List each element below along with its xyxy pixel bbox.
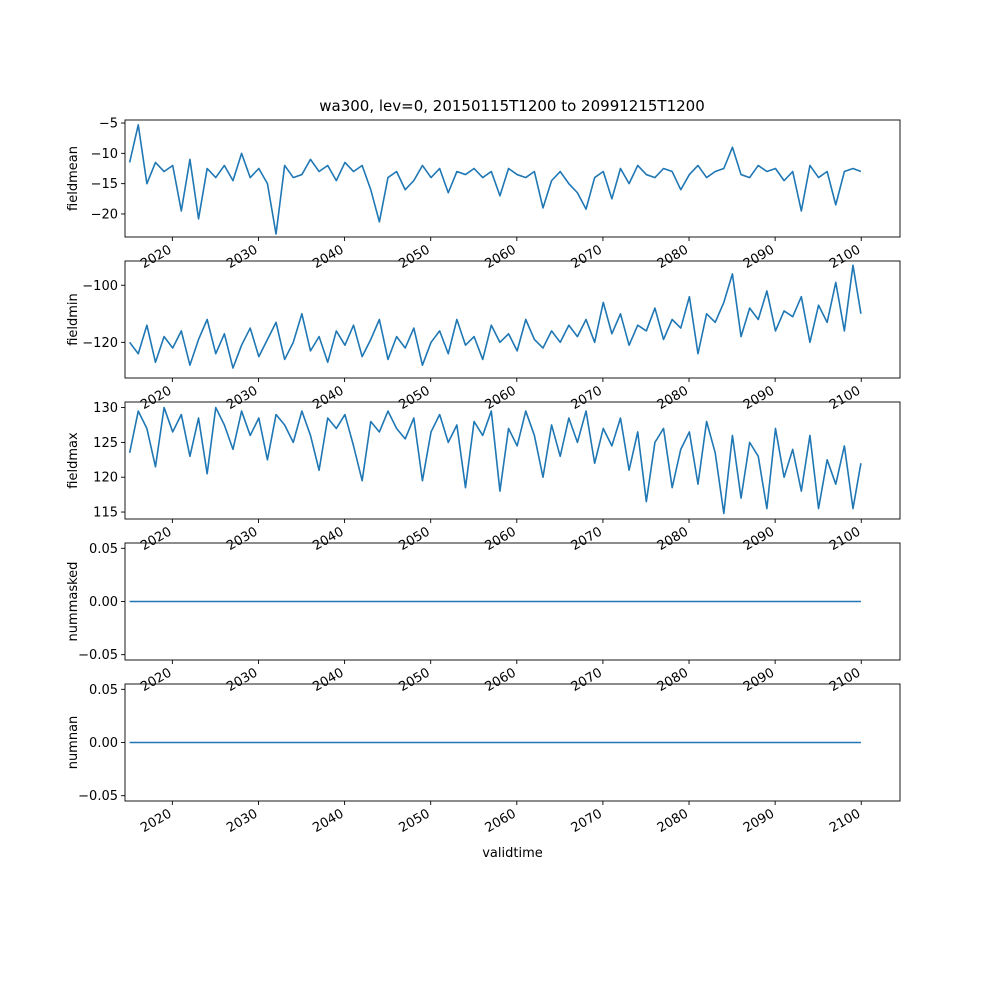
x-tick-label: 2100 [827,665,863,695]
subplot-fieldmax: 115 120 125 130 2020 2030 2040 2050 2060 2070 2080… [66,401,901,554]
x-tick-label: 2070 [569,665,605,695]
x-tick-label: 2060 [483,524,519,554]
series-line-fieldmax [128,406,862,515]
x-tick-label: 2090 [741,665,777,695]
y-tick-label: 0.00 [89,736,118,751]
x-tick-label: 2020 [138,524,174,554]
x-tick-label: 2030 [224,665,260,695]
y-tick-label: −0.05 [78,648,118,663]
x-tick-label: 2070 [569,524,605,554]
x-tick-label: 2100 [827,806,863,836]
subplot-nummasked: 0.05 0.00 −0.05 2020 2030 2040 2050 2060 2070 208… [66,542,901,695]
x-axis-label: validtime [482,846,543,861]
x-tick-label: 2100 [827,242,863,272]
x-tick-label: 2100 [827,383,863,413]
y-axis-label: fieldmin [66,293,81,346]
y-tick-label: −15 [91,177,118,192]
y-axis-label: fieldmax [66,432,81,489]
x-tick-label: 2050 [397,665,433,695]
axes-frame [124,260,901,379]
x-tick-label: 2080 [655,383,691,413]
y-tick-label: 0.00 [89,595,118,610]
x-tick-label: 2060 [483,383,519,413]
subplot-numnan: 0.05 0.00 −0.05 2020 2030 2040 2050 2060 2070 208… [66,683,901,861]
axes-frame [124,401,901,520]
subplots: −5 −10 −15 −20 2020 2030 2040 2050 2060 2070 2080 2… [66,117,901,861]
x-tick-label: 2020 [138,242,174,272]
x-tick-label: 2090 [741,383,777,413]
y-tick-label: −120 [82,336,118,351]
x-tick-label: 2030 [224,242,260,272]
x-tick-label: 2040 [310,806,346,836]
x-tick-label: 2040 [310,524,346,554]
y-tick-label: −0.05 [78,789,118,804]
y-tick-label: −10 [91,147,118,162]
figure-title: wa300, lev=0, 20150115T1200 to 20991215T… [319,97,705,115]
series-line-fieldmean [128,124,862,235]
y-tick-label: 0.05 [89,683,118,698]
x-tick-label: 2050 [397,242,433,272]
x-tick-label: 2020 [138,806,174,836]
y-tick-label: 125 [93,436,118,451]
y-axis-label: nummasked [66,562,81,642]
x-tick-label: 2060 [483,806,519,836]
y-tick-label: −5 [99,117,118,132]
x-tick-label: 2070 [569,806,605,836]
x-tick-label: 2050 [397,383,433,413]
x-tick-label: 2030 [224,806,260,836]
subplot-fieldmean: −5 −10 −15 −20 2020 2030 2040 2050 2060 2070 2080 2… [66,117,901,272]
x-tick-label: 2090 [741,242,777,272]
y-tick-label: 0.05 [89,542,118,557]
x-tick-label: 2030 [224,383,260,413]
x-tick-label: 2060 [483,665,519,695]
x-tick-label: 2070 [569,383,605,413]
x-tick-label: 2050 [397,806,433,836]
x-tick-label: 2080 [655,806,691,836]
series-line-fieldmin [129,264,862,369]
x-tick-label: 2040 [310,242,346,272]
x-tick-label: 2030 [224,524,260,554]
y-tick-label: 130 [93,401,118,416]
x-tick-label: 2060 [483,242,519,272]
y-tick-label: 115 [93,506,118,521]
x-tick-label: 2050 [397,524,433,554]
y-tick-label: 120 [93,471,118,486]
x-tick-label: 2080 [655,665,691,695]
x-tick-label: 2080 [655,242,691,272]
x-tick-label: 2080 [655,524,691,554]
axes-frame [124,119,901,238]
y-axis-label: numnan [66,716,81,770]
x-tick-label: 2090 [741,524,777,554]
subplot-fieldmin: −100 −120 2020 2030 2040 2050 2060 2070 2080 2090… [66,260,901,413]
x-tick-label: 2070 [569,242,605,272]
y-tick-label: −100 [82,279,118,294]
x-tick-label: 2100 [827,524,863,554]
y-axis-label: fieldmean [66,146,81,211]
x-tick-label: 2040 [310,665,346,695]
x-tick-label: 2020 [138,383,174,413]
y-tick-label: −20 [91,207,118,222]
x-tick-label: 2020 [138,665,174,695]
x-tick-label: 2040 [310,383,346,413]
x-tick-label: 2090 [741,806,777,836]
